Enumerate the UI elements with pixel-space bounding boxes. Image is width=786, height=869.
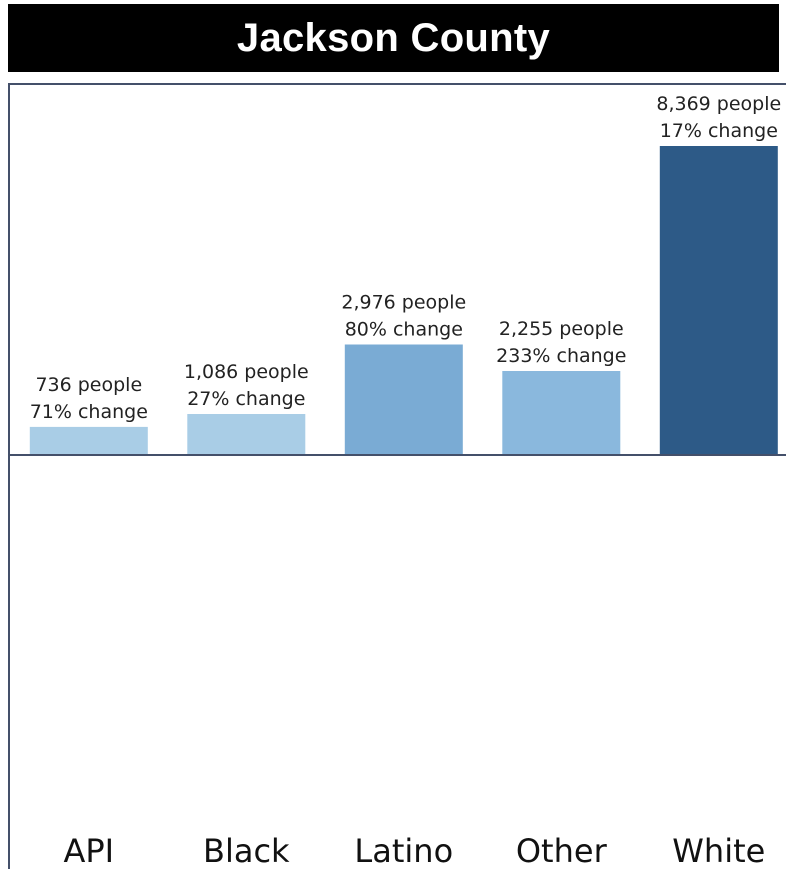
title-bar: Jackson County xyxy=(8,4,779,72)
category-label-black: Black xyxy=(203,832,290,869)
change-label-latino: 80% change xyxy=(345,319,463,341)
change-label-other: 233% change xyxy=(496,345,626,367)
bar-white xyxy=(659,146,778,454)
category-label-latino: Latino xyxy=(354,832,453,869)
category-label-api: API xyxy=(63,832,114,869)
value-label-other: 2,255 people xyxy=(499,318,624,340)
bar-black xyxy=(187,414,306,454)
value-label-white: 8,369 people xyxy=(656,93,781,115)
category-labels-group: API Black Latino Other White xyxy=(63,832,765,869)
category-label-white: White xyxy=(672,832,765,869)
bar-latino xyxy=(344,344,463,454)
category-label-other: Other xyxy=(516,832,608,869)
value-label-latino: 2,976 people xyxy=(341,292,466,314)
bar-other xyxy=(502,371,621,454)
change-label-black: 27% change xyxy=(187,388,305,410)
value-label-black: 1,086 people xyxy=(184,361,309,383)
change-label-api: 71% change xyxy=(30,401,148,423)
bar-labels-group: 736 people 71% change 1,086 people 27% chan… xyxy=(30,93,782,423)
bar-api xyxy=(29,426,148,454)
value-label-api: 736 people xyxy=(35,374,142,396)
chart-title: Jackson County xyxy=(236,15,551,60)
bars-group xyxy=(29,146,778,454)
change-label-white: 17% change xyxy=(660,120,778,142)
